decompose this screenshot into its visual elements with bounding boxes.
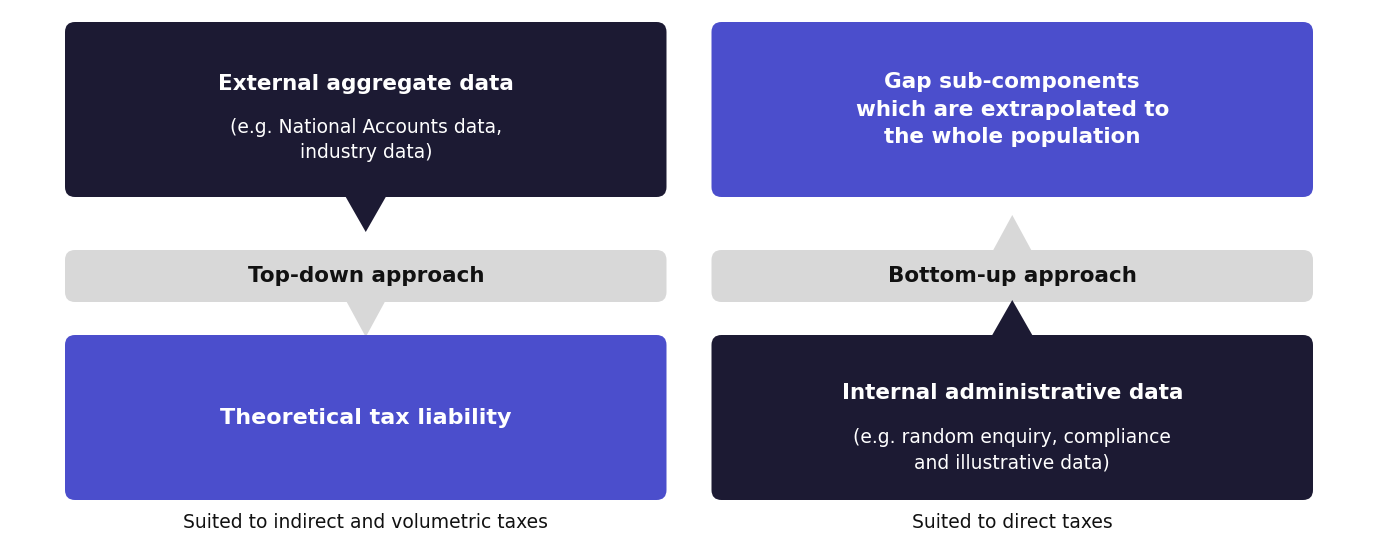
Polygon shape <box>992 300 1032 335</box>
Text: Bottom-up approach: Bottom-up approach <box>887 266 1137 286</box>
FancyBboxPatch shape <box>711 22 1313 197</box>
Text: Gap sub-components
which are extrapolated to
the whole population: Gap sub-components which are extrapolate… <box>856 72 1169 147</box>
Text: (e.g. random enquiry, compliance
and illustrative data): (e.g. random enquiry, compliance and ill… <box>853 428 1171 473</box>
Text: External aggregate data: External aggregate data <box>218 74 514 94</box>
Text: (e.g. National Accounts data,
industry data): (e.g. National Accounts data, industry d… <box>230 118 502 162</box>
FancyBboxPatch shape <box>65 335 667 500</box>
FancyBboxPatch shape <box>65 250 667 302</box>
FancyBboxPatch shape <box>65 22 667 197</box>
Text: Top-down approach: Top-down approach <box>248 266 484 286</box>
Text: Suited to indirect and volumetric taxes: Suited to indirect and volumetric taxes <box>183 512 548 531</box>
Polygon shape <box>346 197 386 232</box>
Text: Theoretical tax liability: Theoretical tax liability <box>220 408 511 427</box>
Polygon shape <box>994 215 1031 250</box>
Text: Internal administrative data: Internal administrative data <box>842 383 1182 403</box>
Polygon shape <box>347 302 384 337</box>
Text: Suited to direct taxes: Suited to direct taxes <box>912 512 1112 531</box>
FancyBboxPatch shape <box>711 250 1313 302</box>
FancyBboxPatch shape <box>711 335 1313 500</box>
